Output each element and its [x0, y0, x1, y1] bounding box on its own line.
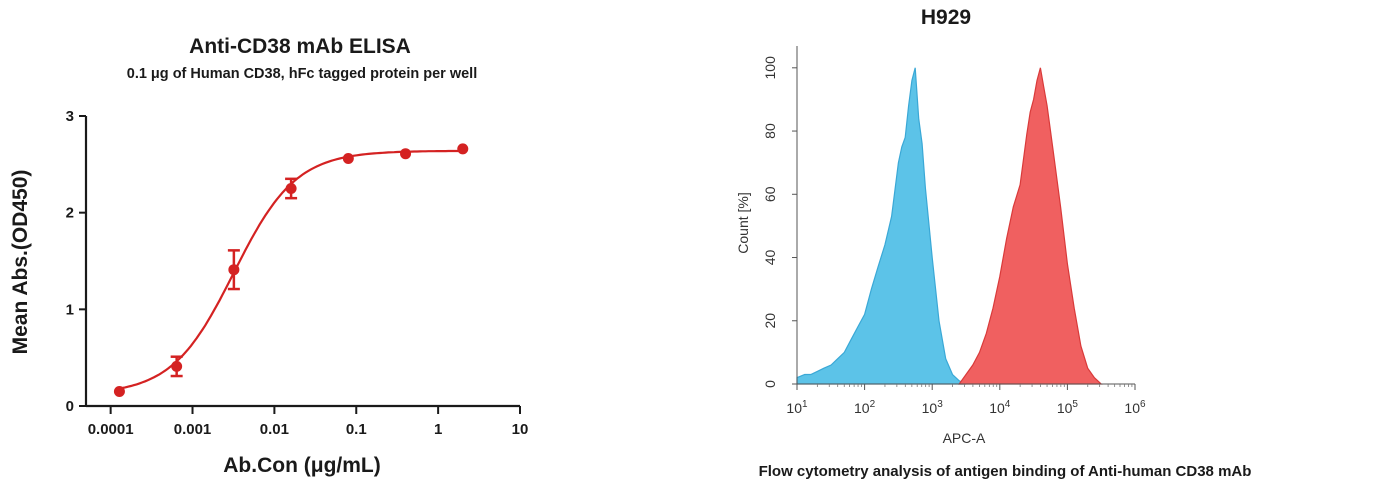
flow-x-tick-label: 102	[854, 399, 876, 416]
elisa-data-point	[342, 153, 354, 165]
elisa-x-axis-label: Ab.Con (μg/mL)	[223, 454, 380, 477]
flow-chart: H929 0 20 40 60 80 100 101 102 103 104 105 106 APC-…	[735, 6, 1251, 480]
elisa-y-tick-label: 0	[66, 398, 74, 415]
elisa-x-tick-label: 0.01	[260, 421, 289, 438]
flow-x-tick-label: 105	[1057, 399, 1079, 416]
elisa-y-tick-label: 3	[66, 108, 74, 125]
elisa-title: Anti-CD38 mAb ELISA	[189, 35, 411, 58]
flow-histogram-blue	[796, 67, 967, 385]
elisa-x-tick-label: 0.0001	[88, 421, 134, 438]
flow-plot-area	[796, 67, 1103, 385]
elisa-data-point	[285, 183, 297, 194]
flow-x-tick-label: 103	[922, 399, 944, 416]
flow-x-tick-label: 106	[1124, 399, 1146, 416]
flow-axes: 0 20 40 60 80 100 101 102 103 104 105 106	[762, 46, 1146, 416]
flow-x-tick-label: 101	[786, 399, 808, 416]
flow-y-tick-label: 40	[762, 250, 778, 266]
flow-x-axis-label: APC-A	[943, 430, 986, 446]
elisa-plot-area	[113, 143, 469, 397]
elisa-chart: Anti-CD38 mAb ELISA 0.1 μg of Human CD38…	[9, 35, 528, 477]
flow-histogram-red	[958, 67, 1103, 385]
elisa-data-point	[171, 360, 183, 372]
elisa-x-tick-label: 0.1	[346, 421, 367, 438]
elisa-subtitle: 0.1 μg of Human CD38, hFc tagged protein…	[127, 66, 477, 82]
elisa-data-point	[228, 264, 240, 276]
elisa-data-point	[113, 386, 125, 397]
flow-y-tick-label: 0	[762, 380, 778, 388]
flow-x-tick-label: 104	[989, 399, 1011, 416]
flow-y-axis-label: Count [%]	[735, 192, 751, 253]
flow-y-tick-label: 60	[762, 186, 778, 202]
elisa-y-tick-label: 1	[66, 301, 74, 318]
flow-y-tick-label: 80	[762, 123, 778, 139]
elisa-x-tick-label: 1	[434, 421, 442, 438]
flow-y-tick-label: 100	[762, 56, 778, 80]
elisa-data-point	[400, 148, 412, 160]
elisa-x-tick-label: 10	[512, 421, 529, 438]
elisa-data-point	[457, 143, 469, 155]
elisa-x-tick-label: 0.001	[174, 421, 212, 438]
elisa-y-tick-label: 2	[66, 205, 74, 222]
flow-title: H929	[921, 6, 971, 29]
elisa-y-axis-label: Mean Abs.(OD450)	[9, 170, 32, 355]
flow-caption: Flow cytometry analysis of antigen bindi…	[759, 463, 1252, 480]
flow-y-tick-label: 20	[762, 313, 778, 329]
elisa-axes: 0 1 2 3 0.0001 0.001 0.01 0.1 1 10	[66, 108, 529, 438]
